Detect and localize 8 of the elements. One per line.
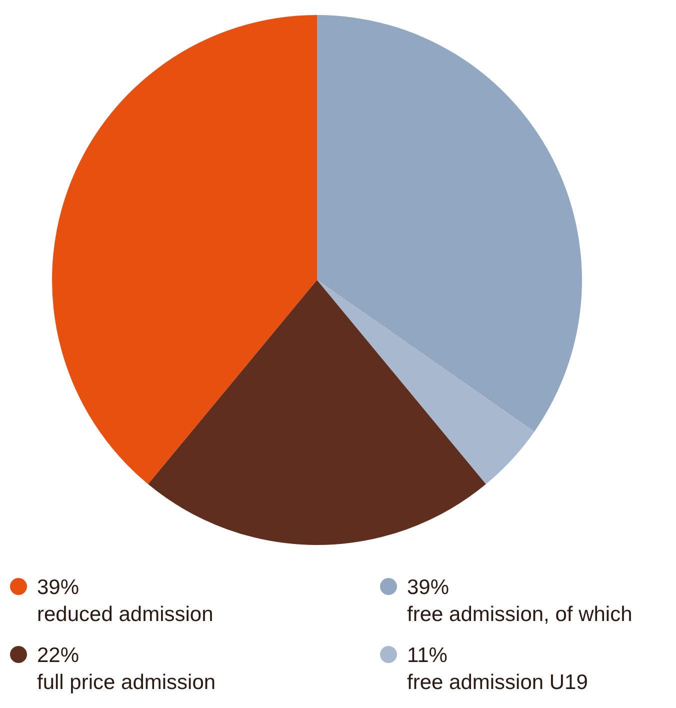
text: 39%	[37, 575, 80, 601]
legend-label: free admission, of which	[407, 602, 632, 628]
text: 11%	[407, 643, 448, 669]
legend-label: reduced admission	[37, 602, 214, 628]
text: 22%	[37, 643, 80, 669]
text: 39%	[407, 575, 450, 601]
legend-label: full price admission	[37, 670, 216, 696]
legend-label: free admission U19	[407, 670, 588, 696]
